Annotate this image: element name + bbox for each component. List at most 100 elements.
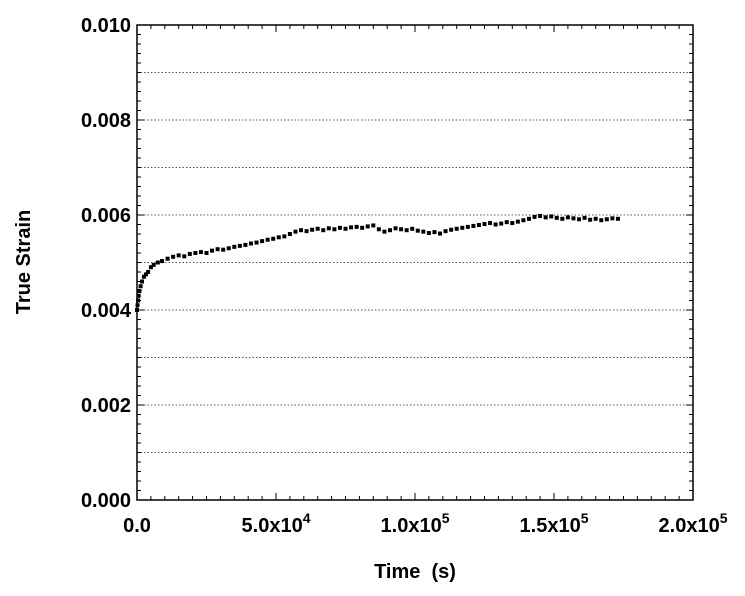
- y-tick-label: 0.010: [81, 15, 131, 37]
- data-point: [321, 228, 326, 233]
- data-point: [310, 227, 315, 232]
- data-point: [376, 227, 381, 232]
- data-point: [360, 225, 365, 230]
- data-point: [332, 227, 337, 232]
- data-point: [371, 223, 376, 228]
- data-point: [141, 274, 146, 279]
- data-point: [198, 250, 203, 255]
- data-point: [393, 226, 398, 231]
- data-point: [588, 217, 593, 222]
- data-point: [526, 216, 531, 221]
- data-point: [265, 237, 270, 242]
- data-point: [349, 225, 354, 230]
- data-point: [432, 230, 437, 235]
- data-point: [454, 226, 459, 231]
- data-point: [449, 227, 454, 232]
- plot-frame: [136, 24, 694, 501]
- data-point: [510, 221, 515, 226]
- data-point: [276, 235, 281, 240]
- data-point: [136, 293, 141, 298]
- data-point: [232, 244, 237, 249]
- data-point: [182, 254, 187, 259]
- data-point: [438, 231, 443, 236]
- y-tick-label: 0.006: [81, 205, 131, 227]
- data-point: [610, 216, 615, 221]
- data-point: [415, 228, 420, 233]
- data-point: [140, 279, 145, 284]
- data-point: [387, 228, 392, 233]
- data-point: [237, 243, 242, 248]
- data-point: [593, 216, 598, 221]
- data-point: [138, 284, 143, 289]
- data-point: [151, 262, 156, 267]
- data-point: [577, 217, 582, 222]
- data-point: [421, 229, 426, 234]
- data-point: [337, 225, 342, 230]
- data-point: [304, 229, 309, 234]
- data-point: [554, 215, 559, 220]
- data-point: [538, 213, 543, 218]
- data-point: [476, 222, 481, 227]
- data-point: [504, 220, 509, 225]
- data-point: [343, 226, 348, 231]
- x-tick-label: 5.0x104: [242, 510, 311, 537]
- data-point: [460, 225, 465, 230]
- y-tick-label: 0.004: [81, 300, 132, 322]
- data-point: [426, 231, 431, 236]
- data-point: [137, 289, 142, 293]
- data-point: [143, 272, 148, 277]
- data-point: [155, 260, 160, 265]
- data-point: [248, 241, 253, 246]
- data-point: [254, 240, 259, 245]
- data-point: [532, 214, 537, 219]
- data-point: [521, 218, 526, 223]
- data-point: [176, 253, 181, 258]
- data-point: [315, 226, 320, 231]
- data-point: [543, 215, 548, 220]
- data-point: [404, 228, 409, 233]
- data-point: [171, 254, 176, 259]
- x-axis-title: Time (s): [374, 561, 456, 583]
- data-point: [136, 298, 141, 303]
- data-point: [410, 226, 415, 231]
- data-point: [565, 215, 570, 220]
- data-point: [488, 221, 493, 226]
- data-point: [226, 246, 231, 251]
- data-point: [482, 222, 487, 227]
- x-tick-label: 1.5x105: [520, 510, 589, 537]
- data-point: [293, 229, 298, 234]
- data-point: [146, 270, 151, 274]
- points-layer: [135, 213, 620, 312]
- data-point: [604, 217, 609, 222]
- y-tick-label: 0.008: [81, 110, 131, 132]
- data-point: [243, 242, 248, 247]
- grid-layer: [137, 72, 693, 453]
- data-point: [582, 215, 587, 220]
- data-point: [287, 232, 292, 236]
- y-tick-label: 0.000: [81, 490, 131, 512]
- data-point: [560, 216, 565, 221]
- data-point: [443, 229, 448, 234]
- label-layer: 0.000 0.002 0.004 0.006 0.008 0.010 0.0 5.0x104…: [81, 15, 728, 537]
- data-point: [365, 224, 370, 229]
- x-tick-label: 2.0x105: [659, 510, 728, 537]
- data-point: [499, 221, 504, 226]
- data-point: [399, 227, 404, 232]
- data-point: [465, 224, 470, 229]
- data-point: [165, 256, 170, 261]
- data-point: [493, 222, 498, 227]
- data-point: [615, 216, 620, 221]
- data-point: [354, 224, 359, 229]
- data-point: [571, 216, 576, 221]
- data-point: [599, 218, 604, 223]
- data-point: [193, 251, 198, 255]
- x-tick-label: 1.0x105: [381, 510, 450, 537]
- data-point: [148, 265, 153, 270]
- x-tick-label: 0.0: [123, 515, 151, 537]
- data-point: [326, 226, 331, 231]
- data-point: [260, 239, 265, 244]
- data-point: [271, 236, 276, 241]
- data-point: [549, 214, 554, 219]
- data-point: [382, 229, 387, 234]
